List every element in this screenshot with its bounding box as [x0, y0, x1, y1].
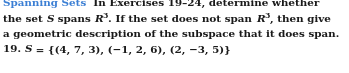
Text: the set: the set	[3, 15, 46, 24]
Text: S: S	[46, 15, 54, 24]
Text: spans: spans	[54, 15, 94, 24]
Text: = {(4, 7, 3), (−1, 2, 6), (2, −3, 5)}: = {(4, 7, 3), (−1, 2, 6), (2, −3, 5)}	[32, 45, 231, 55]
Text: Spanning Sets: Spanning Sets	[3, 0, 86, 8]
Text: , then give: , then give	[270, 15, 331, 24]
Text: In Exercises 19–24, determine whether: In Exercises 19–24, determine whether	[86, 0, 320, 8]
Text: S: S	[25, 45, 32, 55]
Text: R: R	[256, 15, 265, 24]
Text: R: R	[94, 15, 103, 24]
Text: 3: 3	[265, 12, 270, 20]
Text: a geometric description of the subspace that it does span.: a geometric description of the subspace …	[3, 30, 339, 39]
Text: 19.: 19.	[3, 45, 25, 55]
Text: . If the set does not span: . If the set does not span	[108, 15, 256, 24]
Text: 3: 3	[103, 12, 108, 20]
